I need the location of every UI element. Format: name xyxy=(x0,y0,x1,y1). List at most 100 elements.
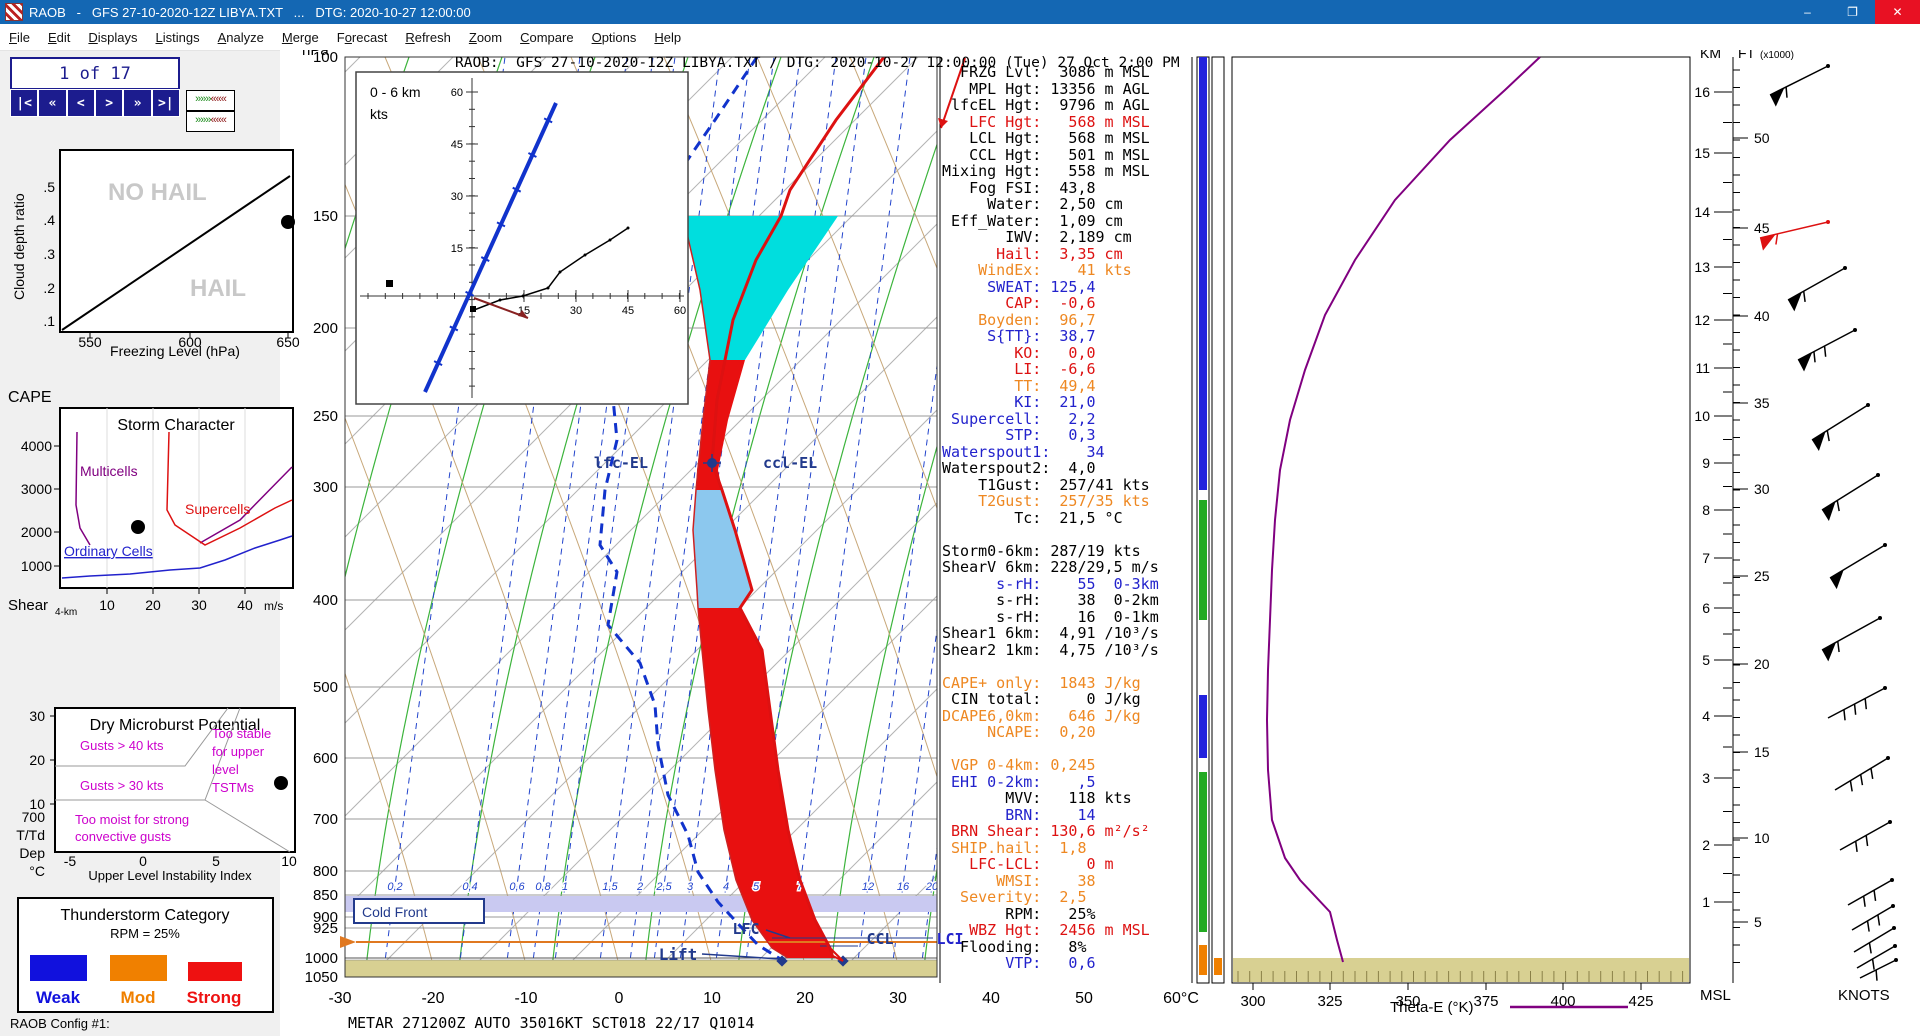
svg-text:4000: 4000 xyxy=(21,438,52,454)
menu-item-listings[interactable]: Listings xyxy=(155,29,200,45)
menu-item-forecast[interactable]: Forecast xyxy=(336,29,388,45)
lfc-label: LFC xyxy=(732,920,759,938)
readout-line: Shear1 6km: 4,91 /10³/s xyxy=(942,624,1159,642)
energy-strip-segment xyxy=(1199,57,1207,490)
readout-line: EHI 0-2km: ,5 xyxy=(942,772,1096,791)
sounding-header: RAOB: GFS 27-10-2020-12Z LIBYA.TXT / DTG… xyxy=(455,55,1180,71)
wind-barb xyxy=(1759,220,1830,251)
svg-text:35: 35 xyxy=(1754,395,1770,411)
svg-text:30: 30 xyxy=(1754,481,1770,497)
ordinary-cells-label: Ordinary Cells xyxy=(64,543,153,559)
cape-fill-red2 xyxy=(698,608,833,958)
sounding-counter: 1 of 17 xyxy=(10,57,180,90)
hpa-label: hPa xyxy=(302,50,329,59)
svg-text:1: 1 xyxy=(1702,894,1710,910)
svg-text:10: 10 xyxy=(29,796,45,812)
microburst-data-dot xyxy=(274,776,288,790)
readout-line: Waterspout2: 4,0 xyxy=(942,459,1096,477)
svg-text:1: 1 xyxy=(562,881,568,893)
svg-text:8: 8 xyxy=(1702,502,1710,518)
orange-arrow-icon xyxy=(340,936,356,948)
readout-line xyxy=(942,741,1192,758)
close-button[interactable]: ✕ xyxy=(1875,0,1920,24)
tstm-category-panel: Thunderstorm Category RPM = 25% Weak Mod… xyxy=(17,897,274,1013)
menu-item-zoom[interactable]: Zoom xyxy=(468,29,503,45)
svg-text:20: 20 xyxy=(925,881,939,893)
svg-text:3: 3 xyxy=(687,881,694,893)
svg-text:45: 45 xyxy=(451,139,463,151)
readout-line: NCAPE: 0,20 xyxy=(942,723,1096,741)
parcel-curve xyxy=(682,215,789,959)
svg-text:2: 2 xyxy=(1702,837,1710,853)
lift-label: Lift xyxy=(659,945,698,964)
maximize-button[interactable]: ❐ xyxy=(1847,5,1858,19)
nav-button-4[interactable]: » xyxy=(123,89,152,117)
menu-item-analyze[interactable]: Analyze xyxy=(217,29,264,45)
readout-line: MVV: 118 kts xyxy=(942,789,1132,807)
lci-label: LCI xyxy=(936,930,963,948)
svg-text:200: 200 xyxy=(313,320,338,337)
svg-text:45: 45 xyxy=(1754,220,1770,236)
nav-button-0[interactable]: |< xyxy=(10,89,39,117)
menu-item-help[interactable]: Help xyxy=(654,29,682,45)
readout-line: CAP: -0,6 xyxy=(942,294,1096,312)
wind-barb xyxy=(1839,820,1892,852)
svg-text:-5: -5 xyxy=(64,853,77,869)
readout-line: BRN: 14 xyxy=(942,805,1096,824)
thetae-xlabel: Theta-E (°K) xyxy=(1390,999,1474,1016)
svg-text:level: level xyxy=(212,762,239,777)
shear-label: Shear xyxy=(8,597,48,614)
nav-button-5[interactable]: >| xyxy=(151,89,180,117)
svg-text:16: 16 xyxy=(1694,84,1710,100)
chevron-icon-bottom[interactable]: »»»««« xyxy=(186,111,235,132)
menu-item-file[interactable]: File xyxy=(9,29,30,45)
svg-text:400: 400 xyxy=(313,592,338,609)
nav-button-3[interactable]: > xyxy=(94,89,124,117)
svg-text:20: 20 xyxy=(145,597,161,613)
svg-text:3: 3 xyxy=(1702,770,1710,786)
menu-item-displays[interactable]: Displays xyxy=(88,29,138,45)
nav-button-1[interactable]: « xyxy=(38,89,67,117)
km-header: KM xyxy=(1700,50,1721,61)
svg-text:40: 40 xyxy=(237,597,253,613)
svg-text:5: 5 xyxy=(753,881,760,893)
svg-text:10: 10 xyxy=(1694,408,1710,424)
hodograph-unit-label: kts xyxy=(370,106,388,122)
metar-text: METAR 271200Z AUTO 35016KT SCT018 22/17 … xyxy=(348,1014,754,1032)
svg-text:1000: 1000 xyxy=(305,950,338,967)
wind-barb xyxy=(1853,926,1896,954)
readout-line: Shear2 1km: 4,75 /10³/s xyxy=(942,640,1159,659)
menu-item-edit[interactable]: Edit xyxy=(47,29,71,45)
svg-text:30: 30 xyxy=(191,597,207,613)
readout-line: WindEx: 41 kts xyxy=(942,261,1132,279)
svg-text:10: 10 xyxy=(99,597,115,613)
menu-item-compare[interactable]: Compare xyxy=(520,29,574,45)
hail-label: HAIL xyxy=(190,275,246,302)
energy-strip-segment xyxy=(1199,772,1207,932)
nav-button-2[interactable]: < xyxy=(66,89,95,117)
cold-front-label: Cold Front xyxy=(362,904,427,920)
menu-bar: File Edit Displays Listings Analyze Merge Fore… xyxy=(0,24,1920,51)
menu-item-refresh[interactable]: Refresh xyxy=(405,29,451,45)
chevron-icon-top[interactable]: »»»««« xyxy=(186,90,235,111)
svg-text:for upper: for upper xyxy=(212,744,265,759)
readout-line: s-rH: 16 0-1km xyxy=(942,607,1159,626)
svg-text:TSTMs: TSTMs xyxy=(212,780,254,795)
svg-text:7: 7 xyxy=(1702,550,1710,566)
storm-character-panel: CAPE Storm Character Multicells Supercel… xyxy=(8,389,294,618)
ccl-label: CCL xyxy=(866,930,893,948)
svg-text:700: 700 xyxy=(313,811,338,828)
menu-item-options[interactable]: Options xyxy=(591,29,637,45)
supercells-label: Supercells xyxy=(185,501,250,517)
minimize-button[interactable]: – xyxy=(1804,5,1811,19)
readout-line: Eff_Water: 1,09 cm xyxy=(942,211,1123,230)
readout-line: TT: 49,4 xyxy=(942,376,1096,395)
readout-line: SHIP.hail: 1,8 xyxy=(942,838,1087,857)
menu-item-merge[interactable]: Merge xyxy=(281,29,319,45)
svg-text:0: 0 xyxy=(139,853,147,869)
svg-text:700: 700 xyxy=(22,809,46,825)
readout-line: VGP 0-4km: 0,245 xyxy=(942,756,1096,774)
readout-line: Supercell: 2,2 xyxy=(942,409,1096,428)
strong-label: Strong xyxy=(187,988,242,1007)
svg-text:4: 4 xyxy=(1702,708,1710,724)
